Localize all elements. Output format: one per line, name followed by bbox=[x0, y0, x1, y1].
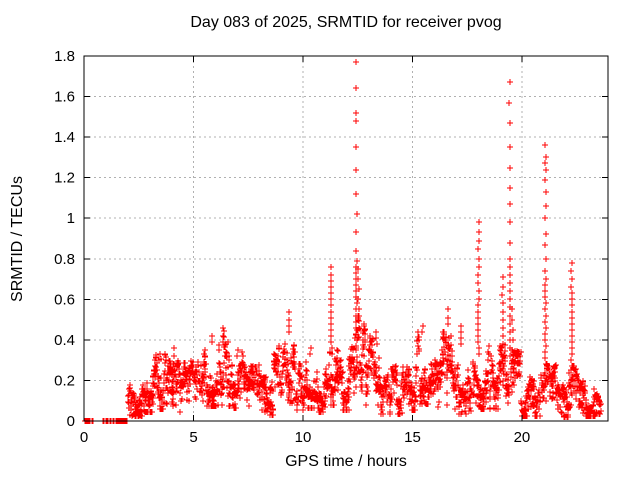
y-tick-label: 0.8 bbox=[54, 251, 75, 268]
x-tick-label: 0 bbox=[80, 429, 88, 446]
y-tick-label: 0.2 bbox=[54, 372, 75, 389]
y-tick-label: 1.6 bbox=[54, 89, 75, 106]
x-tick-label: 5 bbox=[189, 429, 197, 446]
y-tick-label: 1.2 bbox=[54, 170, 75, 187]
x-axis-title: GPS time / hours bbox=[285, 453, 407, 470]
y-tick-label: 1.8 bbox=[54, 48, 75, 65]
y-tick-label: 1 bbox=[67, 210, 75, 227]
y-tick-label: 0.4 bbox=[54, 332, 75, 349]
y-tick-label: 1.4 bbox=[54, 129, 75, 146]
chart-title: Day 083 of 2025, SRMTID for receiver pvo… bbox=[190, 14, 502, 31]
x-tick-label: 20 bbox=[514, 429, 531, 446]
plot-border bbox=[83, 55, 609, 422]
x-tick-label: 15 bbox=[404, 429, 421, 446]
x-tick-label: 10 bbox=[295, 429, 312, 446]
scatter-points bbox=[82, 59, 604, 424]
y-tick-label: 0.6 bbox=[54, 291, 75, 308]
y-tick-label: 0 bbox=[67, 413, 75, 430]
